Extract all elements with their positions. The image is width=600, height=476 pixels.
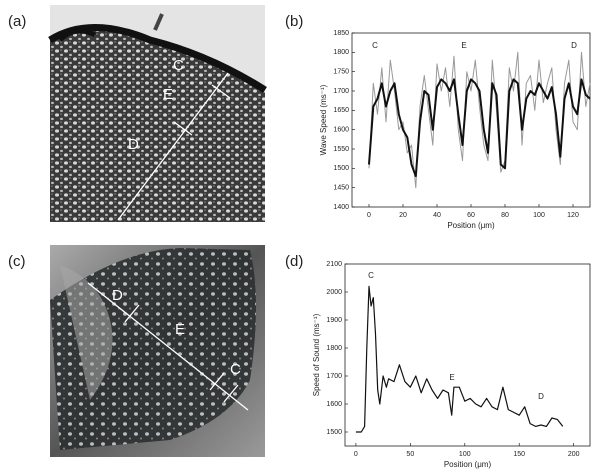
- y-axis-label: Wave Speed (ms⁻¹): [319, 84, 328, 155]
- x-tick-label: 100: [533, 212, 545, 219]
- y-tick-label: 2000: [326, 289, 342, 296]
- annotation: C: [372, 41, 378, 50]
- annotation: D: [571, 41, 577, 50]
- image-annotation: D: [128, 136, 139, 153]
- x-tick-label: 20: [399, 212, 407, 219]
- data-line: [368, 78, 591, 178]
- x-tick-label: 80: [501, 212, 509, 219]
- y-tick-label: 1900: [326, 317, 342, 324]
- micrograph-a: (a) C E D: [8, 5, 267, 222]
- image-annotation: C: [230, 361, 241, 378]
- y-tick-label: 1500: [333, 165, 349, 172]
- x-tick-label: 0: [367, 212, 371, 219]
- y-tick-label: 1600: [326, 401, 342, 408]
- y-axis-label: Speed of Sound (ms⁻¹): [312, 313, 321, 396]
- y-tick-label: 1750: [333, 69, 349, 76]
- x-tick-label: 50: [406, 451, 414, 458]
- data-line: [355, 285, 564, 433]
- y-tick-label: 1600: [333, 127, 349, 134]
- y-tick-label: 1650: [333, 107, 349, 114]
- annotation: E: [449, 373, 454, 382]
- image-annotation: E: [163, 86, 173, 103]
- micrograph-c: (c) D E C: [8, 245, 265, 457]
- y-tick-label: 1500: [326, 429, 342, 436]
- y-tick-label: 1400: [333, 204, 349, 211]
- y-tick-label: 1800: [333, 49, 349, 56]
- x-tick-label: 100: [459, 451, 471, 458]
- panel-label: (b): [285, 13, 303, 30]
- annotation: D: [538, 392, 544, 401]
- x-axis-label: Position (μm): [447, 221, 495, 230]
- y-tick-label: 1700: [333, 88, 349, 95]
- annotation: C: [368, 271, 374, 280]
- panel-label: (a): [8, 13, 26, 30]
- y-tick-label: 1800: [326, 345, 342, 352]
- x-tick-label: 150: [513, 451, 525, 458]
- panel-label: (c): [8, 253, 26, 270]
- plot-frame: [351, 32, 591, 208]
- data-line: [368, 51, 591, 189]
- image-annotation: D: [112, 287, 123, 304]
- x-axis-label: Position (μm): [444, 460, 492, 469]
- panel-label: (d): [285, 253, 303, 270]
- image-annotation: E: [175, 321, 185, 338]
- y-tick-label: 1850: [333, 30, 349, 37]
- plot-frame: [344, 263, 591, 447]
- image-annotation: C: [173, 57, 184, 74]
- y-tick-label: 2100: [326, 261, 342, 268]
- x-tick-label: 200: [568, 451, 580, 458]
- y-tick-label: 1700: [326, 373, 342, 380]
- y-tick-label: 1550: [333, 146, 349, 153]
- x-tick-label: 120: [567, 212, 579, 219]
- x-tick-label: 40: [433, 212, 441, 219]
- annotation: E: [461, 41, 466, 50]
- x-tick-label: 60: [467, 212, 475, 219]
- y-tick-label: 1450: [333, 185, 349, 192]
- x-tick-label: 0: [354, 451, 358, 458]
